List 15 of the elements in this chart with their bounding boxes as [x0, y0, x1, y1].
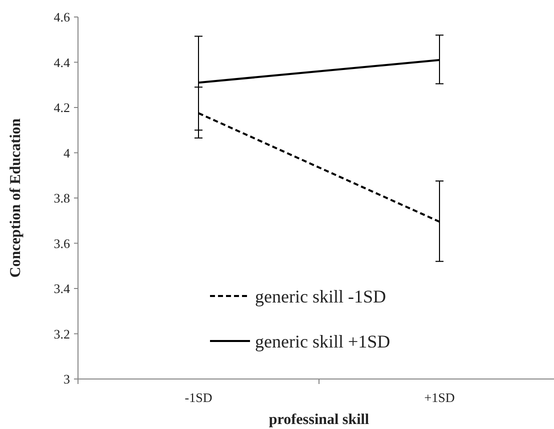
x-tick-label: +1SD: [424, 390, 455, 405]
legend-label: generic skill +1SD: [255, 331, 390, 352]
x-axis-title: professinal skill: [268, 412, 370, 428]
y-tick-label: 4: [64, 145, 70, 160]
y-tick-label: 3.6: [54, 236, 70, 251]
y-tick-label: 3: [64, 372, 70, 387]
y-tick-label: 4.6: [54, 10, 70, 25]
y-tick-label: 3.2: [54, 326, 70, 342]
legend-label: generic skill -1SD: [255, 286, 386, 306]
y-tick-label: 3.4: [54, 281, 70, 296]
y-tick-label: 3.8: [54, 190, 70, 206]
y-axis-title: Conception of Education: [8, 118, 24, 278]
x-tick-label: -1SD: [184, 390, 212, 405]
y-tick-label: 4.2: [54, 100, 70, 116]
y-tick-label: 4.4: [54, 54, 70, 70]
